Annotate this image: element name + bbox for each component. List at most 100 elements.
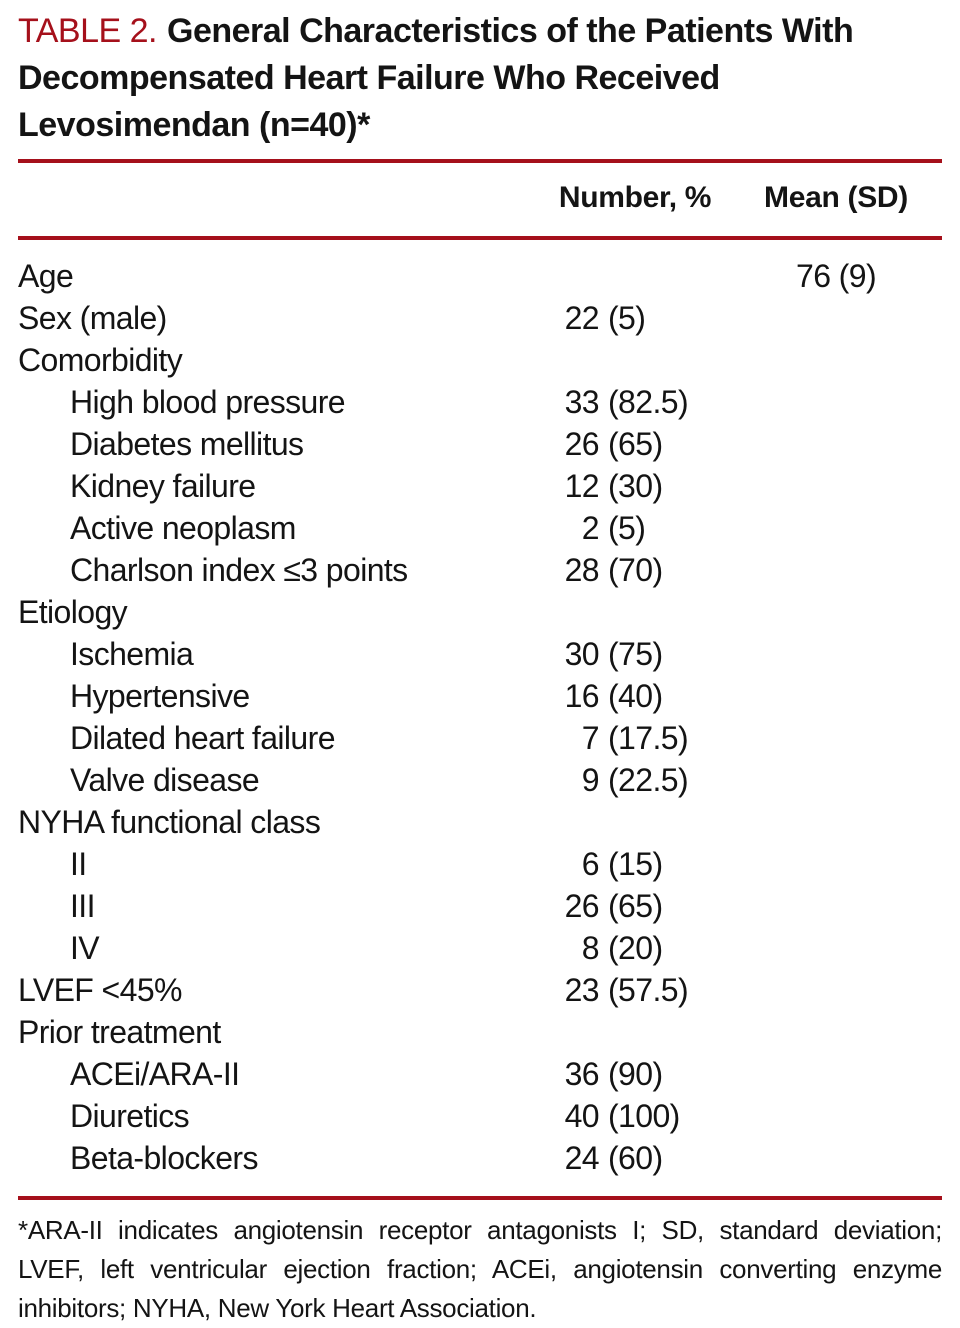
row-label: NYHA functional class bbox=[18, 804, 321, 840]
table-header-row: Number, % Mean (SD) bbox=[18, 163, 942, 236]
row-number-cell: 24 (60) bbox=[540, 1137, 730, 1179]
row-number-cell bbox=[540, 255, 730, 297]
row-label: Comorbidity bbox=[18, 342, 183, 378]
row-count-value bbox=[540, 591, 599, 633]
row-count-value bbox=[540, 801, 599, 843]
row-label: Prior treatment bbox=[18, 1014, 221, 1050]
row-mean-sd-value bbox=[730, 885, 942, 927]
row-mean-sd-value bbox=[730, 1053, 942, 1095]
row-mean-sd-value: 76 (9) bbox=[796, 258, 877, 294]
row-count-value: 2 bbox=[581, 510, 600, 546]
row-mean-sd-value bbox=[730, 549, 942, 591]
row-label: ACEi/ARA-II bbox=[70, 1056, 240, 1092]
table-title: TABLE 2. General Characteristics of the P… bbox=[18, 8, 942, 149]
row-label: IV bbox=[70, 930, 100, 966]
row-mean-sd-value bbox=[730, 381, 942, 423]
row-percent-value: (70) bbox=[608, 552, 663, 588]
row-label: Age bbox=[18, 258, 74, 294]
row-count-value: 26 bbox=[564, 426, 600, 462]
table-row: Diabetes mellitus 26 (65) bbox=[18, 423, 942, 465]
row-percent-value: (65) bbox=[608, 888, 663, 924]
row-number-cell bbox=[540, 591, 730, 633]
row-percent-value: (60) bbox=[608, 1140, 663, 1176]
row-label: High blood pressure bbox=[70, 384, 346, 420]
row-label: Ischemia bbox=[70, 636, 194, 672]
row-count-value: 26 bbox=[564, 888, 600, 924]
row-mean-sd-value bbox=[730, 927, 942, 969]
top-rule-divider bbox=[18, 159, 942, 163]
row-label: Charlson index ≤3 points bbox=[70, 552, 408, 588]
table-row: High blood pressure 33 (82.5) bbox=[18, 381, 942, 423]
row-mean-sd-value bbox=[730, 423, 942, 465]
row-count-value: 8 bbox=[581, 930, 600, 966]
row-mean-sd-value bbox=[730, 1011, 942, 1053]
row-number-cell: 22 (5) bbox=[540, 297, 730, 339]
header-rule-divider bbox=[18, 236, 942, 240]
row-percent-value: (20) bbox=[608, 930, 663, 966]
table-row: Etiology bbox=[18, 591, 942, 633]
row-number-cell: 26 (65) bbox=[540, 885, 730, 927]
footnote-line: *ARA-II indicates angiotensin receptor a… bbox=[18, 1215, 942, 1245]
column-header-mean: Mean (SD) bbox=[764, 181, 908, 214]
row-count-value: 40 bbox=[564, 1098, 600, 1134]
row-label: Sex (male) bbox=[18, 300, 167, 336]
table-row: Charlson index ≤3 points 28 (70) bbox=[18, 549, 942, 591]
row-count-value bbox=[540, 1011, 599, 1053]
row-count-value: 30 bbox=[564, 636, 600, 672]
row-number-cell: 6 (15) bbox=[540, 843, 730, 885]
row-mean-sd-value bbox=[730, 297, 942, 339]
row-percent-value: (5) bbox=[608, 510, 646, 546]
row-number-cell bbox=[540, 801, 730, 843]
row-number-cell: 16 (40) bbox=[540, 675, 730, 717]
row-mean-sd-value bbox=[730, 843, 942, 885]
row-mean-sd-value bbox=[730, 591, 942, 633]
row-label: Diabetes mellitus bbox=[70, 426, 304, 462]
row-number-cell: 8 (20) bbox=[540, 927, 730, 969]
row-number-cell bbox=[540, 1011, 730, 1053]
table-row: Hypertensive 16 (40) bbox=[18, 675, 942, 717]
row-number-cell: 12 (30) bbox=[540, 465, 730, 507]
row-mean-sd-value bbox=[730, 675, 942, 717]
table-row: LVEF <45% 23 (57.5) bbox=[18, 969, 942, 1011]
table-row: Valve disease 9 (22.5) bbox=[18, 759, 942, 801]
row-label: Active neoplasm bbox=[70, 510, 296, 546]
row-label: Dilated heart failure bbox=[70, 720, 335, 756]
table-row: ACEi/ARA-II 36 (90) bbox=[18, 1053, 942, 1095]
row-label: LVEF <45% bbox=[18, 972, 182, 1008]
table-row: IV 8 (20) bbox=[18, 927, 942, 969]
row-count-value: 9 bbox=[581, 762, 600, 798]
table-row: Dilated heart failure 7 (17.5) bbox=[18, 717, 942, 759]
row-percent-value: (22.5) bbox=[608, 762, 689, 798]
row-number-cell: 23 (57.5) bbox=[540, 969, 730, 1011]
row-label: Diuretics bbox=[70, 1098, 190, 1134]
table-number-label: TABLE 2. bbox=[18, 12, 158, 50]
row-count-value: 7 bbox=[581, 720, 600, 756]
bottom-rule-divider bbox=[18, 1196, 942, 1200]
row-number-cell: 36 (90) bbox=[540, 1053, 730, 1095]
row-mean-sd-value bbox=[730, 801, 942, 843]
table-row: III 26 (65) bbox=[18, 885, 942, 927]
row-count-value: 24 bbox=[564, 1140, 600, 1176]
row-label: Hypertensive bbox=[70, 678, 250, 714]
row-count-value: 6 bbox=[581, 846, 600, 882]
row-count-value bbox=[540, 339, 599, 381]
row-count-value: 12 bbox=[564, 468, 600, 504]
row-mean-sd-value bbox=[730, 465, 942, 507]
table-title-text: General Characteristics of the Patients … bbox=[18, 12, 854, 144]
row-percent-value: (75) bbox=[608, 636, 663, 672]
row-mean-sd-value bbox=[730, 507, 942, 549]
header-spacer bbox=[18, 181, 540, 215]
column-header-number: Number, % bbox=[558, 181, 712, 214]
row-number-cell: 33 (82.5) bbox=[540, 381, 730, 423]
row-mean-sd-value bbox=[730, 1095, 942, 1137]
row-percent-value: (5) bbox=[608, 300, 646, 336]
table-row: NYHA functional class bbox=[18, 801, 942, 843]
row-number-cell: 30 (75) bbox=[540, 633, 730, 675]
table-body: Age 76 (9) Sex (male) 22 (5) Comorbidity… bbox=[18, 240, 942, 1179]
row-count-value: 33 bbox=[564, 384, 600, 420]
footnote-line: LVEF, left ventricular ejection fraction… bbox=[18, 1254, 942, 1284]
row-mean-sd-value bbox=[730, 717, 942, 759]
table-row: Comorbidity bbox=[18, 339, 942, 381]
footnote-line: inhibitors; NYHA, New York Heart Associa… bbox=[18, 1293, 537, 1323]
table-row: II 6 (15) bbox=[18, 843, 942, 885]
